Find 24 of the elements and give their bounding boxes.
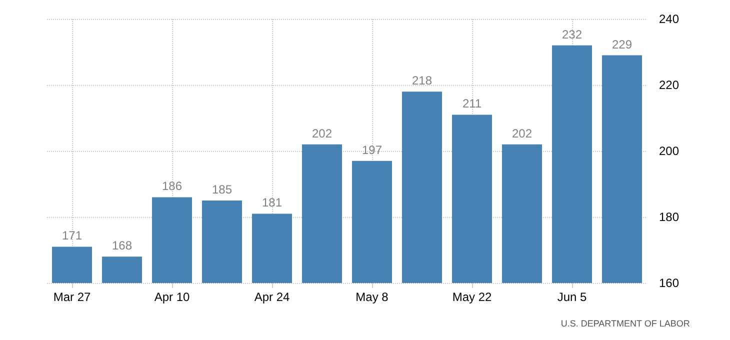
data-label: 232 [562,27,582,42]
data-label: 197 [362,142,382,157]
data-label: 202 [512,126,532,140]
y-tick-label: 200 [659,144,680,158]
x-tick-label: Apr 10 [154,290,190,304]
y-tick-label: 180 [659,210,680,224]
data-label: 229 [612,37,632,52]
x-tick-label: Jun 5 [557,290,587,304]
x-tick-label: Apr 24 [254,290,290,304]
x-tick-label: Mar 27 [53,290,91,304]
x-tick-label: May 8 [356,290,389,304]
y-tick-label: 160 [659,276,680,290]
text: U.S. DEPARTMENT OF LABOR [560,318,690,328]
y-tick-label: 240 [659,12,680,26]
data-label: 186 [162,179,182,194]
data-label: 211 [462,96,482,111]
data-label: 202 [312,126,332,140]
data-label: 218 [412,74,432,88]
y-tick-label: 220 [659,78,680,92]
data-label: 171 [62,228,82,243]
x-tick-label: May 22 [452,290,492,304]
data-label: 181 [262,196,282,210]
data-label: 185 [212,182,232,196]
data-label: 168 [112,238,132,253]
